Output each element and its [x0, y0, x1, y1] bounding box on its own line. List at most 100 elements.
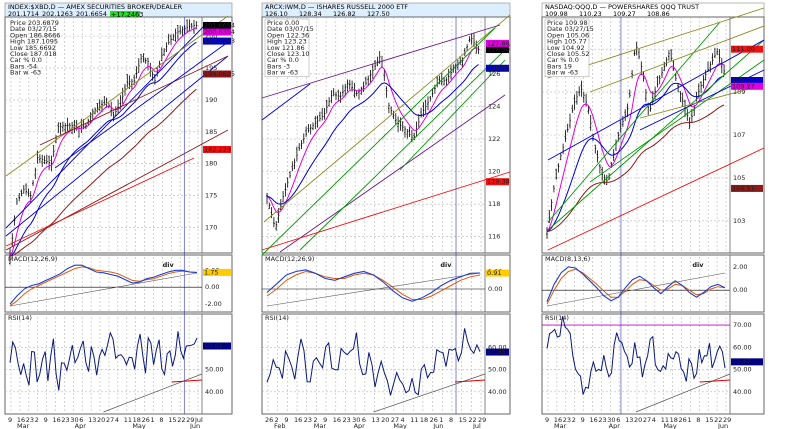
price-tag-label: 109.54 [732, 77, 755, 85]
x-tick-label: 4 [115, 416, 119, 424]
month-label: Feb [274, 422, 286, 429]
x-tick-label: 13 [88, 416, 96, 424]
rsi-line [9, 331, 198, 391]
x-tick-label: 26 [142, 416, 150, 424]
rsi-tick-label: 50.00 [205, 366, 224, 374]
trend-line [279, 94, 506, 253]
month-label: Apr [354, 422, 366, 429]
x-tick-label: 20 [381, 416, 389, 424]
trend-line [263, 14, 511, 223]
ohlc-box [544, 18, 590, 78]
x-tick-label: 6 [362, 416, 366, 424]
x-tick-label: 27 [106, 416, 114, 424]
month-label: Jul [472, 422, 481, 429]
quote-field: 110.23 [579, 10, 602, 18]
price-tick-label: 105 [733, 174, 745, 182]
x-tick-label: 8 [449, 416, 453, 424]
rsi-support-line [171, 379, 203, 383]
price-tick-label: 126 [488, 70, 500, 78]
x-tick-label: 9 [323, 416, 327, 424]
price-tag-label: 201.6654 [204, 22, 235, 30]
x-tick-label: 29 [478, 416, 486, 424]
x-tick-label: Jul [194, 416, 203, 424]
macd-trend-line [546, 272, 726, 307]
rsi-label: RSI(14) [545, 314, 569, 322]
x-tick-label: 1 [687, 416, 691, 424]
x-tick-label: 11 [124, 416, 132, 424]
last-change-text: +17.2463 [111, 11, 143, 19]
price-tick-label: 107 [733, 131, 745, 139]
ohlc-line: Car % 0.0 [10, 56, 42, 64]
x-tick-label: 2 [313, 416, 317, 424]
month-label: Apr [609, 422, 621, 429]
macd-tag [486, 269, 509, 277]
x-tick-label: 15 [705, 416, 713, 424]
ohlc-line: Bar w -63 [10, 69, 41, 77]
price-tick-label: 190 [205, 96, 217, 104]
macd-label: MACD(12,26,9) [265, 255, 314, 263]
moving-average-fast [9, 27, 197, 257]
rsi-support-line [699, 379, 731, 383]
moving-average-fast [546, 62, 725, 232]
trend-line [547, 21, 721, 223]
price-tag [486, 64, 509, 72]
ohlc-line: Low 185.6692 [10, 44, 56, 52]
trend-line [547, 39, 765, 231]
price-tag [731, 77, 763, 85]
price-tag-label: 109.27 [732, 82, 755, 90]
ohlc-line: Bars 19 [547, 62, 572, 70]
ohlc-line: Bar w -63 [547, 69, 578, 77]
price-tag-label: 200.6354 [204, 28, 235, 36]
x-tick-label: 6 [79, 416, 83, 424]
x-tick-label: 9 [581, 416, 585, 424]
price-tag-label: 111.00 [732, 45, 755, 53]
price-tag [203, 70, 231, 78]
rsi-label: RSI(14) [265, 314, 289, 322]
macd-pane [541, 254, 765, 313]
x-tick-label: 18 [420, 416, 428, 424]
rsi-tag [203, 342, 231, 350]
price-tick-label: 116 [488, 233, 500, 241]
x-tick-label: 9 [44, 416, 48, 424]
x-tick-label: 11 [410, 416, 418, 424]
trend-line [5, 157, 195, 247]
x-tick-label: 22 [468, 416, 476, 424]
x-tick-label: 2 [35, 416, 39, 424]
quote-field: 127.50 [367, 10, 390, 18]
macd-line [9, 264, 198, 305]
ohlc-line: Low 104.92 [547, 44, 585, 52]
trend-line [261, 24, 501, 99]
ohlc-line: Bars -3 [267, 62, 290, 70]
panel-title: INDEX:$XBD,D — AMEX SECURITIES BROKER/DE… [8, 3, 183, 11]
ohlc-line: High 123.23 [267, 38, 307, 46]
ohlc-line: Price 0.00 [267, 19, 299, 27]
x-tick-label: 8 [696, 416, 700, 424]
price-tag [486, 178, 509, 186]
rsi-tag [731, 358, 763, 366]
price-tag [203, 22, 231, 30]
x-tick-label: 26 [265, 416, 273, 424]
quote-field: 201.1714 [8, 10, 39, 18]
price-tick-label: 109 [733, 88, 745, 96]
trend-line [589, 25, 765, 93]
rsi-pane [261, 313, 511, 415]
trend-line [5, 129, 229, 251]
macd-line [266, 269, 481, 302]
divergence-annotation: div [692, 261, 704, 269]
month-label: Mar [554, 422, 567, 429]
quote-field: 108.86 [647, 10, 670, 18]
x-tick-label: 11 [661, 416, 669, 424]
ohlc-box [264, 18, 310, 78]
x-tick-label: 2 [275, 416, 279, 424]
x-tick-label: 23 [598, 416, 606, 424]
trend-line [399, 59, 506, 171]
rsi-tick-label: 40.00 [488, 388, 507, 396]
ohlc-line: Price 203.6879 [10, 19, 59, 27]
ohlc-line: Open 186.8666 [10, 31, 60, 39]
x-tick-label: 23 [563, 416, 571, 424]
x-tick-label: 18 [670, 416, 678, 424]
macd-signal-line [546, 268, 726, 305]
moving-average-mid [9, 41, 197, 257]
x-tick-label: 23 [304, 416, 312, 424]
